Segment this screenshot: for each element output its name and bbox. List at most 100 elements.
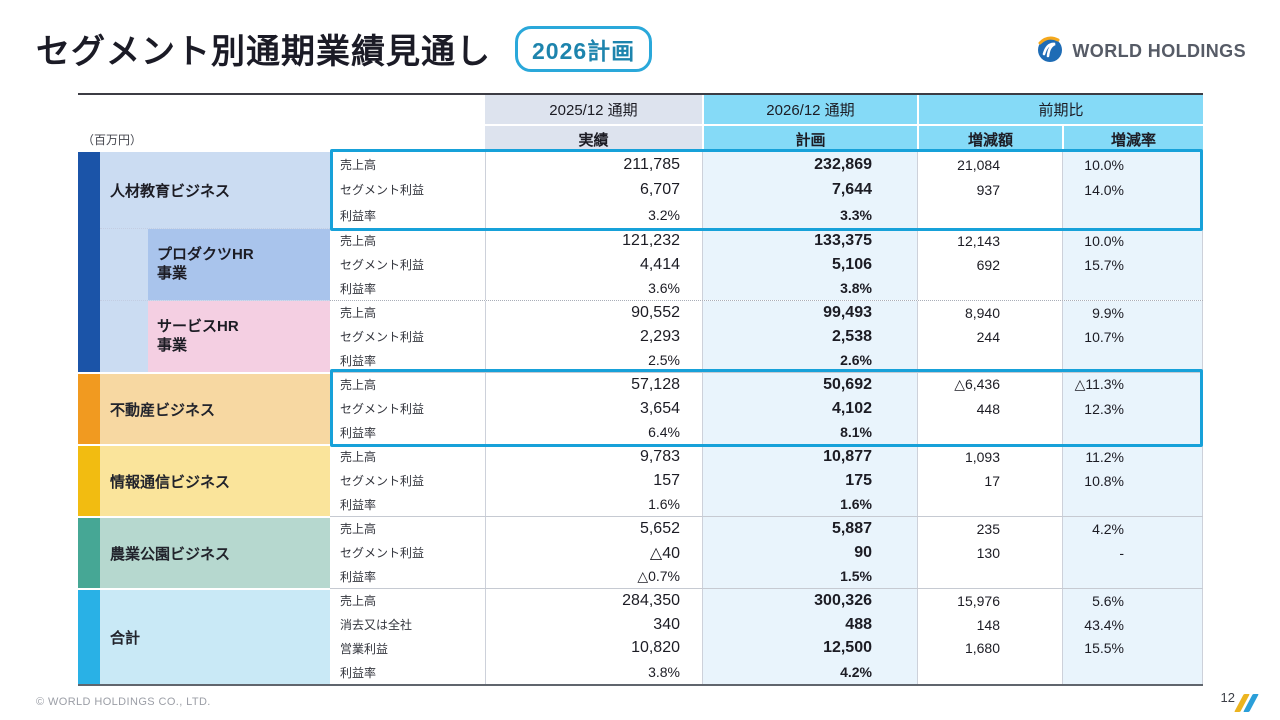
- diff-value: 937: [917, 177, 1062, 203]
- diff-value: 148: [917, 612, 1062, 637]
- page-footer: 12: [1221, 688, 1259, 712]
- unit-label: （百万円）: [82, 133, 143, 147]
- diff-value: 235: [917, 517, 1062, 541]
- segment-color-bar: [78, 516, 100, 588]
- rate-value: [1062, 276, 1203, 301]
- actual-value: 10,820: [485, 636, 702, 661]
- actual-value: 6,707: [485, 177, 702, 203]
- plan-value: 90: [702, 540, 917, 565]
- segment-rows: 売上高 5,652 5,887 235 4.2% セグメント利益 △40 90 …: [330, 516, 1203, 589]
- plan-value: 4,102: [702, 396, 917, 421]
- metric-label: 売上高: [340, 378, 377, 393]
- header-yoy-amount: 増減額: [917, 126, 1062, 152]
- actual-value: 211,785: [485, 152, 702, 178]
- diff-value: 8,940: [917, 301, 1062, 325]
- diff-value: 448: [917, 396, 1062, 421]
- segment-forecast-table: （百万円） 2025/12 通期 2026/12 通期 前期比 実績 計画 増減…: [78, 93, 1203, 686]
- hr-education-labels: 人材教育ビジネス プロダクツHR 事業 サービスHR 事業: [100, 152, 330, 372]
- segment-color-bar: [78, 152, 100, 372]
- actual-value: 5,652: [485, 517, 702, 541]
- rate-value: 12.3%: [1062, 396, 1203, 421]
- segment-block-real-estate: 不動産ビジネス 売上高 57,128 50,692 △6,436 △11.3% …: [78, 372, 1203, 445]
- table-row: セグメント利益 6,707 7,644 937 14.0%: [330, 177, 1203, 203]
- rate-value: 4.2%: [1062, 517, 1203, 541]
- rate-value: [1062, 660, 1203, 684]
- plan-value: 1.6%: [702, 492, 917, 517]
- diff-value: 15,976: [917, 589, 1062, 613]
- actual-value: △40: [485, 540, 702, 565]
- plan-value: 99,493: [702, 301, 917, 325]
- metric-label: 利益率: [340, 569, 377, 584]
- metric-label: セグメント利益: [340, 258, 425, 272]
- plan-value: 5,106: [702, 252, 917, 277]
- metric-label: 営業利益: [340, 641, 389, 656]
- table-row: セグメント利益 2,293 2,538 244 10.7%: [330, 324, 1203, 349]
- segment-rows: 売上高 9,783 10,877 1,093 11.2% セグメント利益 157…: [330, 444, 1203, 517]
- rate-value: 5.6%: [1062, 589, 1203, 613]
- plan-value: 3.8%: [702, 276, 917, 301]
- rate-value: 15.7%: [1062, 252, 1203, 277]
- diff-value: [917, 492, 1062, 517]
- plan-value: 4.2%: [702, 660, 917, 684]
- header-actual: 実績: [485, 126, 702, 152]
- table-row: セグメント利益 157 175 17 10.8%: [330, 468, 1203, 493]
- segment-label: 情報通信ビジネス: [100, 444, 330, 516]
- diff-value: 692: [917, 252, 1062, 277]
- segment-label: 不動産ビジネス: [100, 372, 330, 444]
- metric-label: 売上高: [340, 522, 377, 537]
- plan-value: 2.6%: [702, 348, 917, 373]
- actual-value: 4,414: [485, 252, 702, 277]
- segment-rows: 売上高 57,128 50,692 △6,436 △11.3% セグメント利益 …: [330, 372, 1203, 445]
- header-yoy-rate: 増減率: [1062, 126, 1203, 152]
- metric-label: セグメント利益: [340, 183, 425, 198]
- company-logo: WORLD HOLDINGS: [1035, 34, 1246, 69]
- rate-value: [1062, 564, 1203, 589]
- actual-value: 3.8%: [485, 660, 702, 684]
- rate-value: [1062, 202, 1203, 228]
- diff-value: △6,436: [917, 373, 1062, 397]
- metric-label: 売上高: [340, 234, 377, 249]
- plan-value: 10,877: [702, 445, 917, 469]
- page-title: セグメント別通期業績見通し: [36, 33, 491, 71]
- diff-value: 1,680: [917, 636, 1062, 661]
- metric-label: セグメント利益: [340, 546, 425, 560]
- table-row: 利益率 6.4% 8.1%: [330, 420, 1203, 445]
- header-spacer: [78, 126, 485, 152]
- segment-block-agri-park: 農業公園ビジネス 売上高 5,652 5,887 235 4.2% セグメント利…: [78, 516, 1203, 589]
- plan-value: 1.5%: [702, 564, 917, 589]
- segment-label: 農業公園ビジネス: [100, 516, 330, 588]
- double-slash-logo-icon: [1234, 694, 1259, 712]
- actual-value: 3.6%: [485, 276, 702, 301]
- segment-color-bar: [78, 372, 100, 444]
- plan-value: 12,500: [702, 636, 917, 661]
- header-plan: 計画: [702, 126, 917, 152]
- rate-value: 10.0%: [1062, 229, 1203, 253]
- rate-value: 11.2%: [1062, 445, 1203, 469]
- segment-block-total: 合計 売上高 284,350 300,326 15,976 5.6% 消去又は全…: [78, 588, 1203, 684]
- table-row: セグメント利益 3,654 4,102 448 12.3%: [330, 396, 1203, 421]
- table-row: 利益率 1.6% 1.6%: [330, 492, 1203, 517]
- plan-value: 2,538: [702, 324, 917, 349]
- actual-value: 1.6%: [485, 492, 702, 517]
- segment-block-hr-education: 人材教育ビジネス プロダクツHR 事業 サービスHR 事業 売上高 211,78…: [78, 152, 1203, 373]
- header-yoy: 前期比: [917, 95, 1203, 124]
- diff-value: 17: [917, 468, 1062, 493]
- rate-value: -: [1062, 540, 1203, 565]
- metric-label: 売上高: [340, 158, 377, 173]
- table-header: （百万円） 2025/12 通期 2026/12 通期 前期比 実績 計画 増減…: [78, 93, 1203, 152]
- plan-value: 133,375: [702, 229, 917, 253]
- plan-value: 488: [702, 612, 917, 637]
- metric-label: セグメント利益: [340, 330, 425, 344]
- actual-value: 3,654: [485, 396, 702, 421]
- footer-copyright: © WORLD HOLDINGS CO., LTD.: [36, 696, 211, 708]
- metric-label: セグメント利益: [340, 402, 425, 416]
- plan-value: 232,869: [702, 152, 917, 178]
- segment-rows: 売上高 284,350 300,326 15,976 5.6% 消去又は全社 3…: [330, 588, 1203, 684]
- logo-text: WORLD HOLDINGS: [1072, 41, 1246, 61]
- table-row: 売上高 211,785 232,869 21,084 10.0%: [330, 152, 1203, 178]
- table-row: 営業利益 10,820 12,500 1,680 15.5%: [330, 636, 1203, 661]
- table-row: 利益率 2.5% 2.6%: [330, 348, 1203, 373]
- rate-value: 15.5%: [1062, 636, 1203, 661]
- diff-value: 21,084: [917, 152, 1062, 178]
- rate-value: [1062, 420, 1203, 445]
